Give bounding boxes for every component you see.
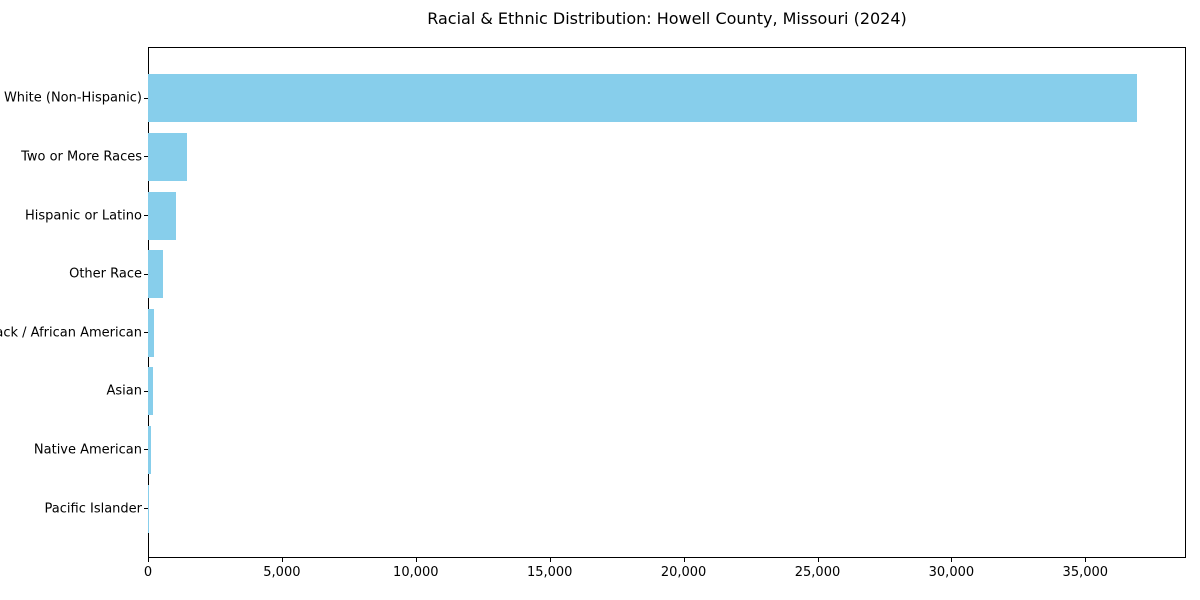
y-axis-category-label: Asian	[106, 383, 142, 399]
y-tick	[144, 97, 148, 99]
chart-title: Racial & Ethnic Distribution: Howell Cou…	[427, 9, 907, 28]
x-tick	[549, 558, 551, 562]
x-tick	[683, 558, 685, 562]
x-tick	[817, 558, 819, 562]
x-tick	[951, 558, 953, 562]
y-tick	[144, 390, 148, 392]
bar	[148, 367, 153, 416]
bar	[148, 484, 149, 533]
x-tick-label: 20,000	[660, 565, 707, 580]
y-tick	[144, 156, 148, 158]
y-axis-category-label: Two or More Races	[21, 149, 142, 165]
x-tick-label: 5,000	[263, 565, 301, 580]
bar	[148, 191, 177, 240]
y-tick	[144, 215, 148, 216]
plot-area	[148, 47, 1186, 558]
y-tick	[144, 508, 148, 509]
x-tick-label: 10,000	[393, 565, 439, 580]
bar	[148, 308, 155, 357]
bar	[148, 132, 187, 181]
y-axis-category-label: Pacific Islander	[44, 501, 142, 516]
x-tick-label: 0	[143, 565, 153, 580]
y-axis-category-label: White (Non-Hispanic)	[3, 90, 142, 106]
x-tick-label: 25,000	[794, 565, 841, 580]
bar	[148, 250, 163, 299]
x-tick	[148, 558, 149, 562]
x-tick-label: 35,000	[1062, 565, 1109, 580]
y-tick	[144, 449, 148, 451]
y-tick	[144, 332, 148, 334]
x-tick	[281, 558, 283, 562]
y-axis-category-label: Native American	[33, 442, 142, 458]
bar	[148, 425, 151, 474]
y-axis-category-label: Other Race	[69, 266, 142, 282]
x-tick	[415, 558, 417, 562]
y-tick	[144, 273, 148, 275]
y-axis-category-label: Hispanic or Latino	[24, 208, 142, 223]
x-tick-label: 15,000	[526, 565, 573, 580]
x-tick-label: 30,000	[928, 565, 975, 580]
x-tick	[1085, 558, 1087, 562]
y-axis-category-label: Black / African American	[0, 325, 142, 341]
bar	[148, 74, 1137, 123]
